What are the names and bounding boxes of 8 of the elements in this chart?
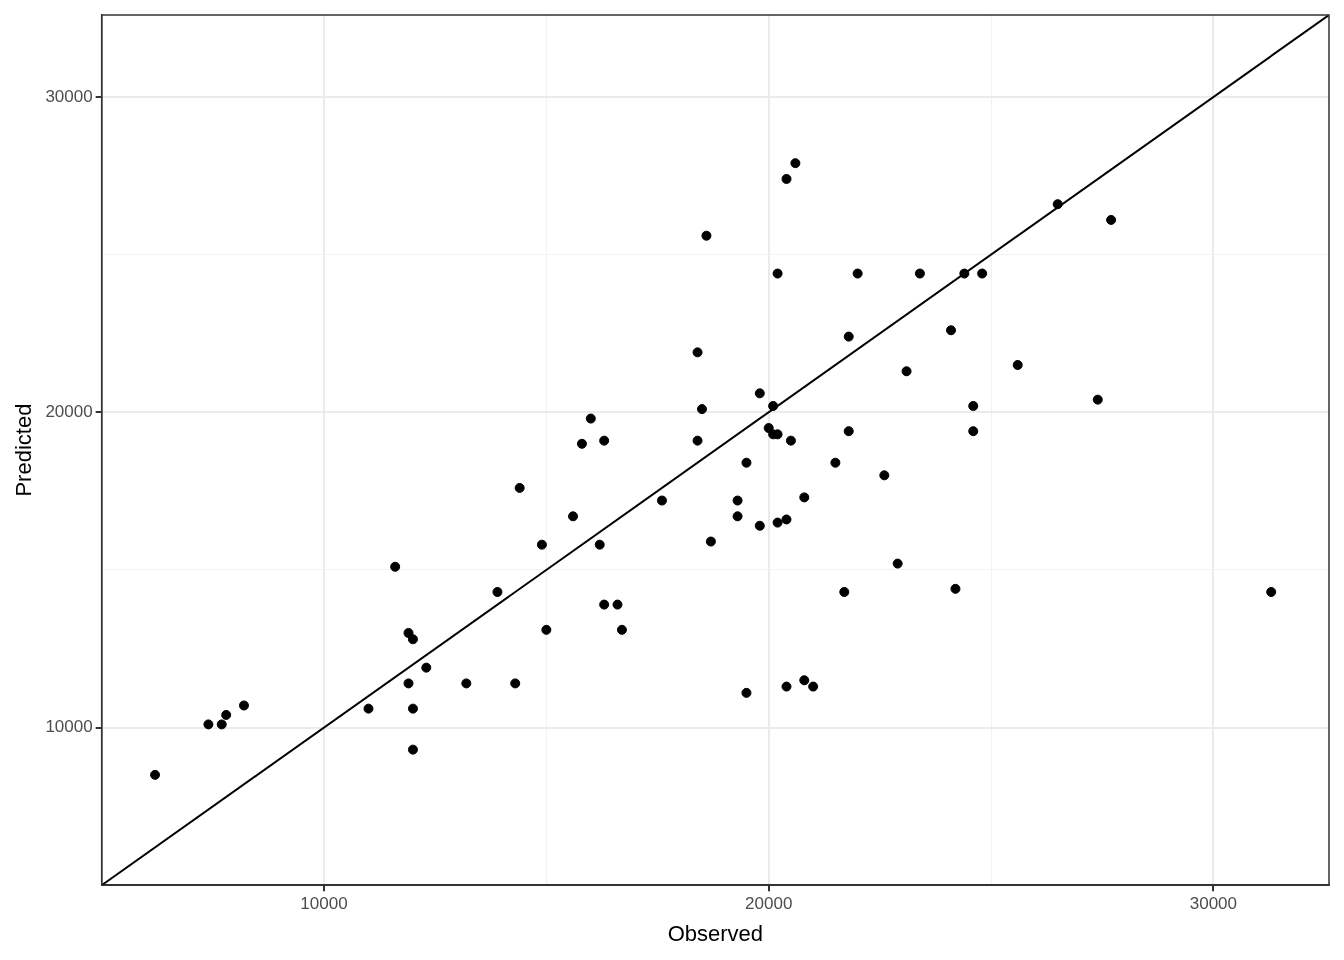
x-tick-label: 20000	[745, 894, 793, 914]
y-tick-label: 20000	[45, 401, 93, 421]
y-tick-label: 30000	[45, 86, 93, 106]
x-tick-label: 10000	[300, 894, 348, 914]
y-tick-label: 10000	[45, 717, 93, 737]
x-axis-title: Observed	[667, 920, 764, 946]
y-axis-title: Predicted	[11, 403, 37, 497]
x-tick-label: 30000	[1189, 894, 1238, 914]
